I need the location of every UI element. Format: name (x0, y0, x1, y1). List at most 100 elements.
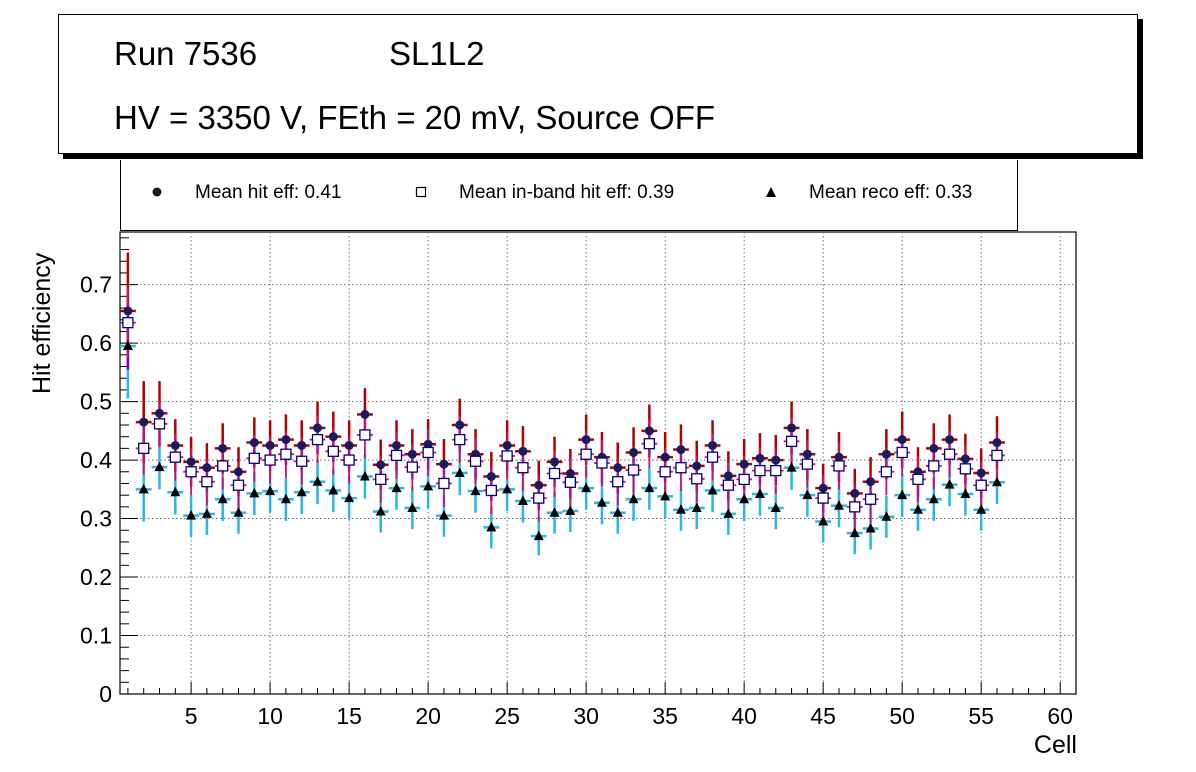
inband-eff-point (801, 458, 814, 470)
inband-eff-point (612, 476, 624, 488)
inband-eff-point (311, 433, 324, 446)
run-label: Run 7536 (114, 35, 258, 72)
inband-eff-point (580, 448, 592, 460)
inband-eff-point (232, 479, 245, 491)
grid-lines (120, 232, 1076, 694)
hit-eff-point (344, 440, 354, 450)
inband-eff-point (122, 316, 134, 329)
legend-inband-marker (415, 186, 427, 198)
x-axis-label: Cell (1034, 731, 1077, 759)
reco-eff-point (375, 506, 386, 516)
hit-eff-point (929, 443, 939, 453)
hit-eff-point (613, 463, 623, 473)
reco-eff-point (154, 461, 165, 472)
hit-eff-point (897, 435, 907, 445)
reco-eff-point (454, 467, 465, 477)
inband-eff-point (785, 435, 798, 448)
legend-inband-label: Mean in-band hit eff: 0.39 (459, 182, 675, 203)
conditions-label: HV = 3350 V, FEth = 20 mV, Source OFF (114, 99, 716, 136)
hit-eff-point (802, 449, 812, 459)
reco-eff-point (660, 490, 671, 501)
y-tick-label: 0.5 (80, 389, 112, 415)
reco-eff-point (786, 462, 797, 472)
hit-eff-point (676, 445, 686, 455)
reco-eff-point (644, 482, 655, 493)
reco-eff-point (596, 497, 607, 507)
hit-eff-point (834, 452, 844, 462)
inband-eff-point (596, 457, 608, 469)
reco-eff-point (960, 488, 971, 498)
reco-eff-point (470, 485, 481, 496)
hit-eff-point (629, 447, 639, 457)
hit-eff-point (708, 440, 718, 450)
hit-eff-point (850, 488, 860, 498)
hit-eff-point (360, 409, 370, 419)
y-tick-label: 0 (99, 681, 112, 707)
hit-eff-point (139, 417, 149, 427)
x-tick-label: 10 (257, 703, 283, 729)
reco-eff-point (296, 486, 307, 497)
inband-eff-point (438, 477, 450, 490)
legend-hit-label: Mean hit eff: 0.41 (195, 182, 342, 203)
reco-eff-point (912, 504, 923, 514)
hit-eff-point (234, 467, 244, 477)
hit-eff-point (534, 480, 544, 490)
reco-eff-point (122, 340, 133, 351)
hit-eff-point (723, 471, 733, 481)
title-box: Run 7536 SL1L2 HV = 3350 V, FEth = 20 mV… (58, 14, 1138, 154)
hit-eff-point (960, 454, 970, 464)
hit-eff-point (407, 449, 417, 459)
inband-eff-point (185, 466, 197, 478)
layer-label: SL1L2 (389, 35, 485, 72)
reco-eff-point (407, 502, 418, 513)
reco-eff-point (423, 480, 434, 491)
x-tick-label: 60 (1047, 703, 1073, 729)
hit-eff-point (881, 449, 891, 459)
legend-hit-marker (152, 187, 162, 197)
reco-eff-point (328, 484, 339, 495)
reco-eff-point (533, 530, 544, 541)
hit-eff-point (123, 306, 133, 316)
reco-eff-point (881, 511, 892, 521)
inband-eff-point (754, 464, 766, 477)
reco-eff-point (865, 522, 876, 533)
reco-eff-point (186, 510, 197, 520)
inband-eff-point (406, 461, 418, 473)
inband-eff-point (643, 438, 656, 450)
reco-eff-point (770, 502, 781, 513)
hit-eff-point (565, 469, 575, 479)
inband-eff-point (280, 448, 292, 460)
inband-eff-point (833, 460, 845, 472)
hit-eff-point (423, 439, 433, 449)
reco-eff-point (976, 504, 987, 514)
reco-eff-point (723, 508, 734, 518)
hit-eff-point (660, 452, 670, 462)
inband-eff-point (959, 463, 972, 475)
reco-eff-point (628, 493, 639, 504)
inband-eff-point (817, 492, 829, 504)
hit-eff-point (170, 440, 180, 450)
inband-eff-point (564, 476, 576, 488)
reco-eff-point (280, 493, 291, 504)
reco-eff-point (359, 470, 370, 481)
hit-eff-point (818, 483, 828, 493)
inband-eff-point (264, 454, 276, 466)
inband-eff-point (343, 454, 355, 466)
inband-eff-point (659, 466, 671, 478)
inband-eff-point (722, 479, 735, 491)
inband-eff-point (880, 466, 893, 478)
hit-eff-point (581, 435, 591, 445)
reco-eff-point (344, 492, 355, 503)
inband-eff-point (390, 449, 403, 462)
x-tick-label: 35 (652, 703, 678, 729)
inband-eff-point (138, 442, 150, 455)
inband-eff-point (485, 484, 497, 497)
inband-eff-point (248, 452, 260, 464)
reco-eff-point (897, 489, 908, 500)
hit-eff-point (281, 435, 291, 445)
hit-eff-point (787, 423, 797, 433)
data-markers (122, 306, 1003, 541)
hit-eff-point (218, 443, 228, 453)
y-tick-label: 0.3 (80, 506, 112, 532)
